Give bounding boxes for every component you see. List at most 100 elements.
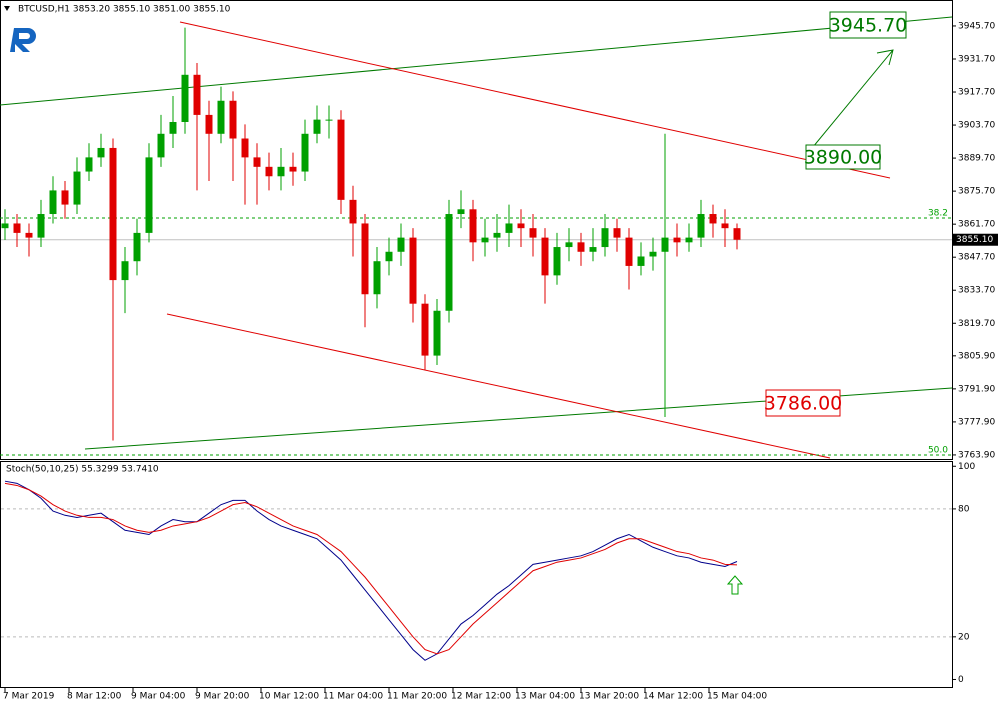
indicator-label: Stoch(50,10,25) 55.3299 53.7410 — [6, 465, 159, 475]
candle-body — [445, 214, 453, 311]
stoch-line — [4, 480, 738, 661]
x-tick-label: 10 Mar 12:00 — [259, 692, 319, 702]
price-box — [829, 11, 907, 39]
header-arrow — [4, 6, 10, 11]
candle-body — [241, 138, 249, 158]
candle-body — [133, 232, 141, 262]
candle-body — [325, 119, 333, 121]
last-price-label: 3855.10 — [956, 235, 993, 245]
price-pane — [0, 0, 953, 460]
candle-body — [685, 237, 693, 243]
candle-body — [565, 242, 573, 248]
y-tick-label: 3833.70 — [958, 286, 995, 296]
candle-body — [313, 119, 321, 134]
candle-body — [253, 157, 261, 167]
y-tick-label: 3763.90 — [958, 450, 995, 460]
candle-body — [157, 133, 165, 158]
candle-body — [529, 228, 537, 238]
y-tick-label: 3917.70 — [958, 88, 995, 98]
fib-label: 38.2 — [928, 209, 948, 219]
candle-body — [385, 251, 393, 262]
price-annotation: 3945.70 — [829, 15, 908, 37]
price-box — [805, 144, 881, 170]
candle-body — [505, 223, 513, 233]
candle-body — [493, 232, 501, 238]
y-tick-label: 3903.70 — [958, 121, 995, 131]
y-tick-label: 80 — [958, 504, 970, 514]
candle-body — [361, 223, 369, 295]
candle-body — [481, 237, 489, 243]
candle-body — [373, 261, 381, 295]
candle-body — [397, 237, 405, 252]
candle-body — [25, 232, 33, 238]
x-tick-label: 9 Mar 20:00 — [195, 692, 250, 702]
candle-body — [661, 237, 669, 252]
stoch-pane — [0, 461, 953, 688]
candle-body — [217, 100, 225, 134]
candle-body — [697, 214, 705, 238]
y-tick-label: 3805.90 — [958, 351, 995, 361]
trend-line — [0, 16, 953, 106]
candle-body — [85, 157, 93, 172]
last-price-box — [952, 233, 998, 246]
logo — [10, 28, 36, 52]
candle-body — [517, 223, 525, 229]
candle-body — [169, 121, 177, 134]
x-tick-label: 12 Mar 12:00 — [451, 692, 511, 702]
price-annotation: 3786.00 — [764, 393, 843, 415]
candle-body — [421, 303, 429, 356]
x-tick-label: 11 Mar 20:00 — [387, 692, 447, 702]
candle-body — [577, 242, 585, 252]
y-tick-label: 3861.70 — [958, 220, 995, 230]
candle-body — [409, 237, 417, 304]
candle-body — [457, 209, 465, 215]
header: BTCUSD,H1 3853.20 3855.10 3851.00 3855.1… — [18, 5, 231, 15]
y-tick-label: 20 — [958, 632, 970, 642]
candle-body — [469, 209, 477, 243]
candle-body — [541, 237, 549, 276]
y-tick-label: 3889.70 — [958, 154, 995, 164]
candle-body — [601, 228, 609, 248]
candle-body — [289, 166, 297, 172]
candle-body — [181, 74, 189, 122]
candle-body — [49, 190, 57, 215]
x-tick-label: 9 Mar 04:00 — [131, 692, 186, 702]
y-tick-label: 3931.70 — [958, 54, 995, 64]
candle-body — [637, 256, 645, 266]
price-annotation: 3890.00 — [804, 147, 883, 169]
candle-body — [337, 119, 345, 200]
candle-body — [121, 261, 129, 281]
y-tick-label: 0 — [958, 675, 964, 685]
x-tick-label: 8 Mar 12:00 — [67, 692, 122, 702]
candle-body — [73, 171, 81, 205]
y-tick-label: 3945.70 — [958, 21, 995, 31]
x-tick-label: 15 Mar 04:00 — [707, 692, 767, 702]
candle-body — [709, 214, 717, 224]
y-tick-label: 3791.90 — [958, 384, 995, 394]
trend-line — [166, 313, 831, 459]
candle-body — [265, 166, 273, 177]
candle-body — [301, 133, 309, 172]
y-tick-label: 3875.70 — [958, 187, 995, 197]
trend-line — [179, 21, 891, 179]
candle-body — [97, 147, 105, 158]
candle-body — [109, 147, 117, 281]
candle-body — [145, 157, 153, 233]
x-tick-label: 13 Mar 20:00 — [579, 692, 639, 702]
x-tick-label: 7 Mar 2019 — [3, 692, 55, 702]
x-tick-label: 14 Mar 12:00 — [643, 692, 703, 702]
y-tick-label: 3777.90 — [958, 417, 995, 427]
y-tick-label: 3847.70 — [958, 253, 995, 263]
arrow — [807, 49, 894, 154]
candle-body — [61, 190, 69, 205]
candle-body — [277, 166, 285, 177]
candle-body — [733, 228, 741, 240]
candle-body — [625, 237, 633, 266]
fib-label: 50.0 — [928, 446, 948, 456]
candle-body — [205, 114, 213, 134]
candle-body — [613, 228, 621, 238]
candle-body — [673, 237, 681, 243]
candle-body — [649, 251, 657, 257]
